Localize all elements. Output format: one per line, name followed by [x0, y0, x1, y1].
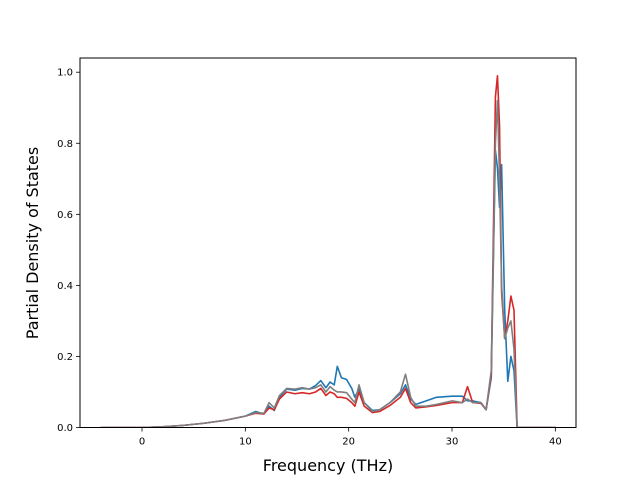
series-line-2: [100, 74, 556, 428]
x-tick-label: 0: [139, 437, 145, 448]
x-tick-label: 20: [342, 437, 355, 448]
x-tick-label: 30: [446, 437, 459, 448]
series-group: [100, 74, 556, 428]
y-tick-label: 0.4: [57, 281, 73, 292]
x-axis-ticks: 0 10 20 30 40: [139, 427, 562, 448]
x-axis-title: Frequency (THz): [263, 456, 393, 475]
y-tick-label: 1.0: [57, 68, 73, 79]
y-tick-label: 0.0: [57, 423, 73, 434]
y-tick-label: 0.6: [57, 210, 73, 221]
plot-area: [79, 57, 577, 428]
y-tick-label: 0.8: [57, 139, 73, 150]
y-axis-title: Partial Density of States: [23, 147, 42, 339]
x-tick-label: 10: [239, 437, 252, 448]
series-line-3: [100, 99, 556, 428]
y-axis-ticks: 0.0 0.2 0.4 0.6 0.8 1.0: [57, 68, 80, 434]
axes-frame: [79, 57, 577, 428]
x-tick-label: 40: [549, 437, 562, 448]
y-tick-label: 0.2: [57, 352, 73, 363]
